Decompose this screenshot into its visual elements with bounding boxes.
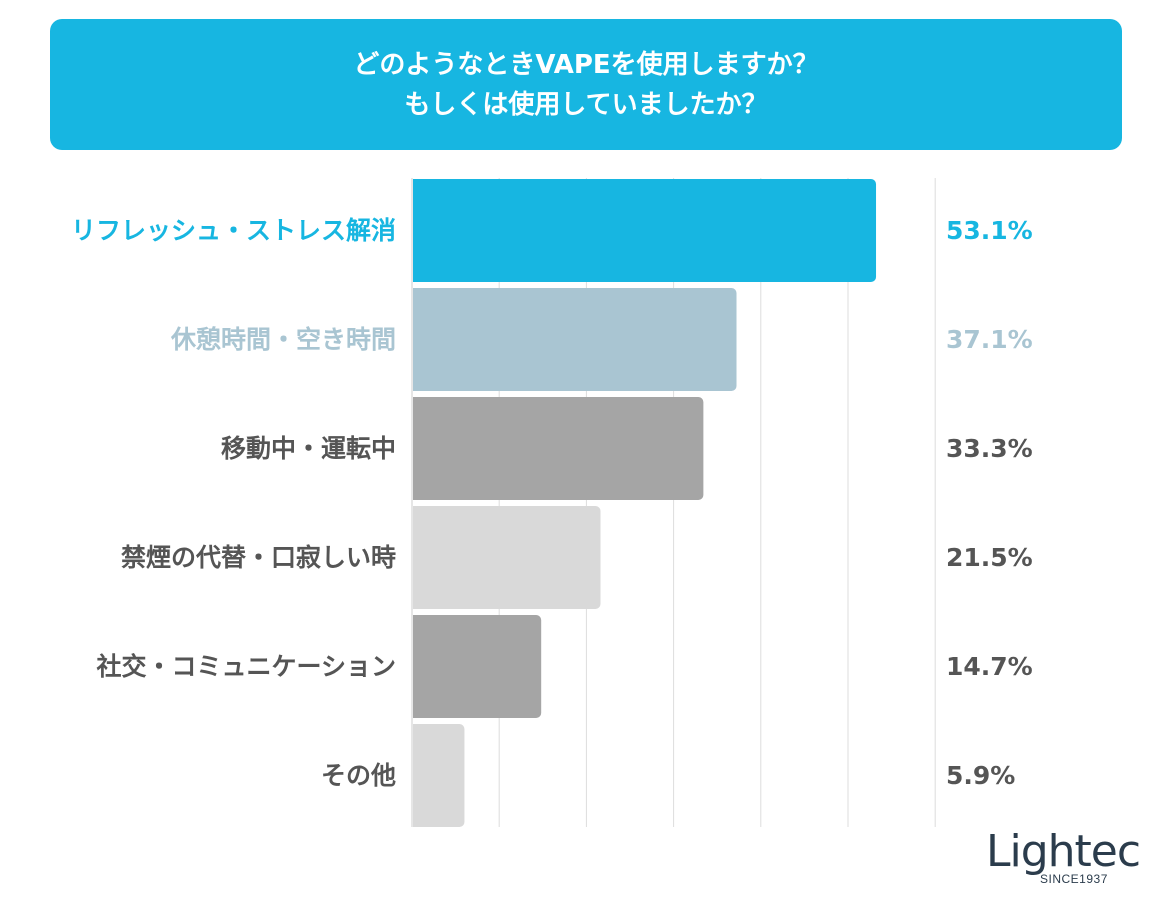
bar-left-edge xyxy=(413,615,421,718)
chart-title-line-1: どのようなときVAPEを使用しますか？ xyxy=(353,49,819,80)
logo-wordmark: Lightec xyxy=(986,826,1141,877)
category-label: 休憩時間・空き時間 xyxy=(170,324,396,354)
bar xyxy=(413,615,542,718)
value-label: 5.9% xyxy=(946,760,1016,790)
value-label: 53.1% xyxy=(946,215,1033,245)
bar xyxy=(413,506,601,609)
category-label: リフレッシュ・ストレス解消 xyxy=(70,215,396,245)
category-label: 禁煙の代替・口寂しい時 xyxy=(120,542,396,572)
brand-logo: Lightec SINCE1937 xyxy=(986,828,1141,888)
bar xyxy=(413,397,704,500)
bar-left-edge xyxy=(413,506,421,609)
category-label: 移動中・運転中 xyxy=(220,433,396,463)
bar-left-edge xyxy=(413,397,421,500)
bar-left-edge xyxy=(413,179,421,282)
value-label: 21.5% xyxy=(946,542,1033,572)
value-label: 37.1% xyxy=(946,324,1033,354)
category-label: 社交・コミュニケーション xyxy=(96,651,396,681)
bar-left-edge xyxy=(413,288,421,391)
bar-left-edge xyxy=(413,724,421,827)
bar xyxy=(413,288,737,391)
chart-title-line-2: もしくは使用していましたか？ xyxy=(404,89,768,120)
bar xyxy=(413,179,877,282)
logo-since: SINCE1937 xyxy=(1040,872,1108,886)
chart-title-banner: どのようなときVAPEを使用しますか？ もしくは使用していましたか？ xyxy=(50,19,1122,150)
category-label: その他 xyxy=(320,760,396,790)
bar xyxy=(413,724,465,827)
value-label: 33.3% xyxy=(946,433,1033,463)
value-label: 14.7% xyxy=(946,651,1033,681)
